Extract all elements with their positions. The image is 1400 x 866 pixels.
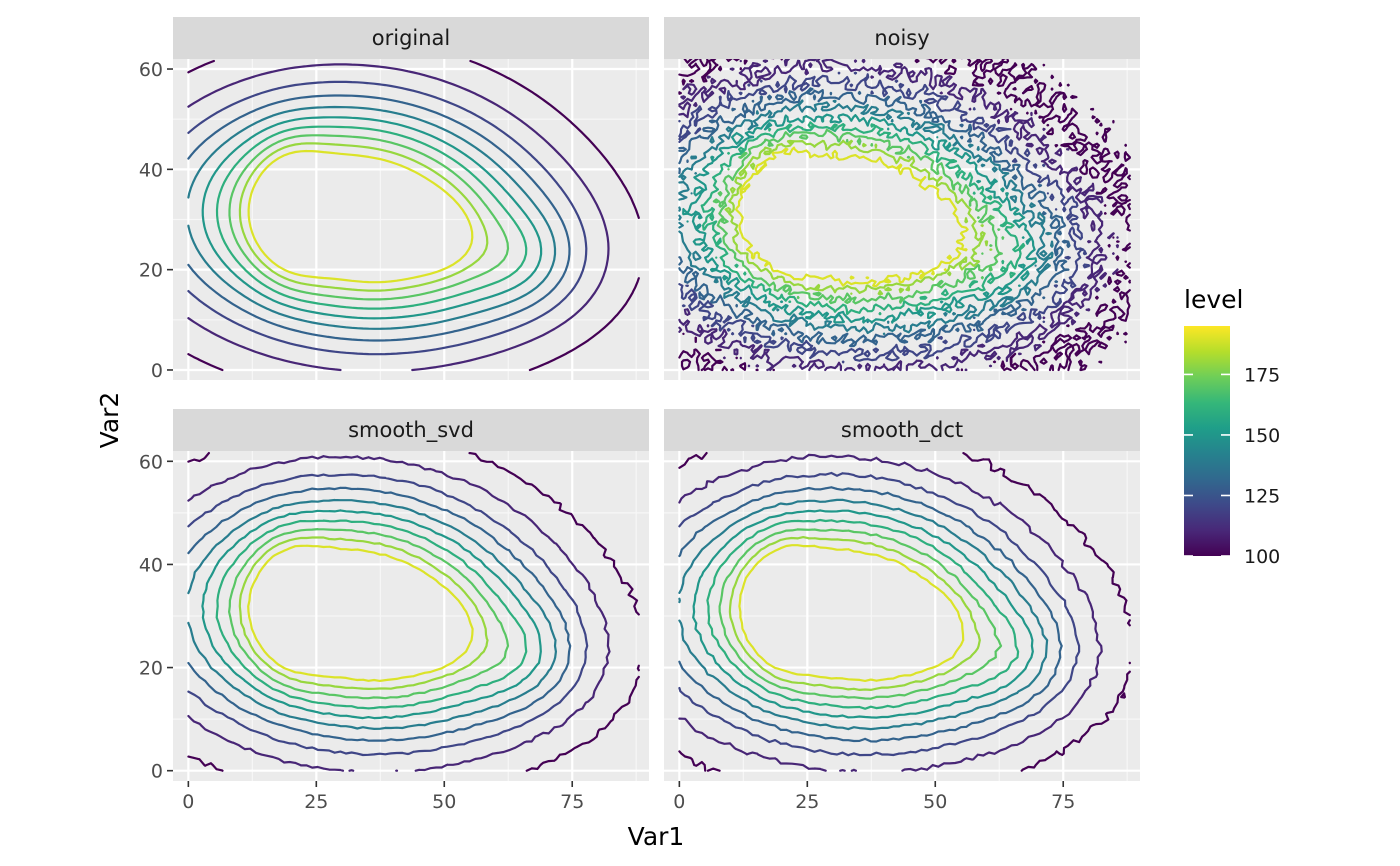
contour-level-100 bbox=[187, 452, 640, 772]
x-tick-label: 25 bbox=[304, 791, 328, 813]
y-tick-label: 20 bbox=[139, 658, 163, 680]
contour-level-140 bbox=[678, 498, 1049, 731]
contour-level-120 bbox=[187, 80, 588, 356]
x-tick-label: 75 bbox=[1051, 791, 1075, 813]
x-tick-label: 50 bbox=[923, 791, 947, 813]
x-tick-label: 0 bbox=[673, 791, 685, 813]
contour-level-190 bbox=[247, 544, 474, 682]
contour-level-180 bbox=[238, 536, 489, 690]
contour-level-170 bbox=[712, 128, 1005, 305]
contour-lines bbox=[187, 59, 640, 372]
legend-tick-label: 125 bbox=[1244, 485, 1280, 507]
legend-tick-label: 175 bbox=[1244, 364, 1280, 386]
x-tick-label: 75 bbox=[560, 791, 584, 813]
contour-level-100 bbox=[678, 59, 1131, 372]
y-tick-label: 0 bbox=[151, 761, 163, 783]
contour-level-120 bbox=[678, 471, 1081, 757]
legend-ticks: 100 125 150 175 bbox=[1184, 364, 1280, 568]
x-axis-title: Var1 bbox=[628, 822, 685, 851]
facet-panel-original: original 0 20 40 60 bbox=[139, 17, 649, 382]
contour-level-170 bbox=[718, 528, 1003, 700]
contour-level-180 bbox=[238, 142, 489, 292]
y-tick-label: 20 bbox=[139, 260, 163, 282]
contour-level-100 bbox=[678, 452, 1131, 772]
y-tick-label: 60 bbox=[139, 59, 163, 81]
contour-lines bbox=[187, 452, 640, 772]
contour-level-110 bbox=[678, 59, 1119, 372]
y-axis-title: Var2 bbox=[95, 392, 124, 449]
facet-strip-label: smooth_svd bbox=[348, 418, 474, 443]
contour-level-110 bbox=[678, 453, 1103, 772]
legend: level 100 125 150 175 bbox=[1184, 285, 1280, 568]
y-tick-label: 60 bbox=[139, 451, 163, 473]
facet-strip bbox=[173, 409, 649, 451]
facet-strip-label: noisy bbox=[874, 26, 929, 50]
contour-level-150 bbox=[201, 116, 543, 320]
x-tick-label: 50 bbox=[432, 791, 456, 813]
contour-level-140 bbox=[187, 105, 557, 330]
x-tick-label: 0 bbox=[182, 791, 194, 813]
legend-tick-label: 150 bbox=[1244, 425, 1280, 447]
contour-level-150 bbox=[682, 113, 1038, 324]
contour-level-150 bbox=[201, 509, 542, 720]
y-tick-label: 40 bbox=[139, 159, 163, 181]
contour-level-180 bbox=[724, 139, 993, 296]
contour-level-120 bbox=[187, 473, 589, 757]
contour-level-150 bbox=[692, 509, 1034, 719]
contour-level-110 bbox=[187, 455, 611, 772]
x-tick-label: 25 bbox=[795, 791, 819, 813]
contour-level-120 bbox=[678, 71, 1090, 364]
contour-level-160 bbox=[706, 518, 1020, 710]
facet-panel-noisy: noisy bbox=[664, 17, 1140, 380]
contour-level-160 bbox=[215, 125, 528, 310]
facet-strip-label: smooth_dct bbox=[841, 418, 963, 443]
contour-level-140 bbox=[187, 498, 557, 730]
contour-lines bbox=[678, 59, 1131, 372]
facet-strip bbox=[664, 17, 1140, 59]
contour-level-190 bbox=[247, 149, 474, 284]
contour-level-190 bbox=[738, 544, 965, 682]
contour-level-130 bbox=[678, 87, 1071, 348]
facet-panel-smooth_svd: smooth_svd 0 20 40 60 0 25 50 75 bbox=[139, 409, 649, 813]
legend-colorbar bbox=[1184, 326, 1230, 556]
facet-panel-smooth_dct: smooth_dct 0 25 50 75 bbox=[664, 409, 1140, 813]
contour-level-140 bbox=[678, 99, 1054, 335]
facet-strip bbox=[664, 409, 1140, 451]
contour-level-170 bbox=[228, 134, 510, 301]
legend-title: level bbox=[1184, 285, 1243, 314]
contour-level-170 bbox=[228, 528, 510, 700]
legend-tick-label: 100 bbox=[1244, 546, 1280, 568]
contour-level-110 bbox=[187, 63, 610, 372]
contour-lines bbox=[678, 452, 1131, 772]
contour-level-130 bbox=[187, 94, 571, 342]
facet-strip-label: original bbox=[372, 26, 451, 50]
y-tick-label: 0 bbox=[151, 360, 163, 382]
contour-level-160 bbox=[215, 519, 528, 710]
contour-level-130 bbox=[187, 486, 572, 742]
contour-level-160 bbox=[700, 121, 1026, 316]
facet-strip bbox=[173, 17, 649, 59]
contour-level-190 bbox=[735, 146, 969, 288]
contour-level-180 bbox=[728, 536, 981, 691]
contour-level-100 bbox=[187, 59, 640, 372]
y-tick-label: 40 bbox=[139, 554, 163, 576]
panels-layer: original 0 20 40 60 noisy smooth_svd 0 20 40 60 0 25… bbox=[139, 17, 1140, 813]
contour-level-130 bbox=[678, 486, 1063, 743]
